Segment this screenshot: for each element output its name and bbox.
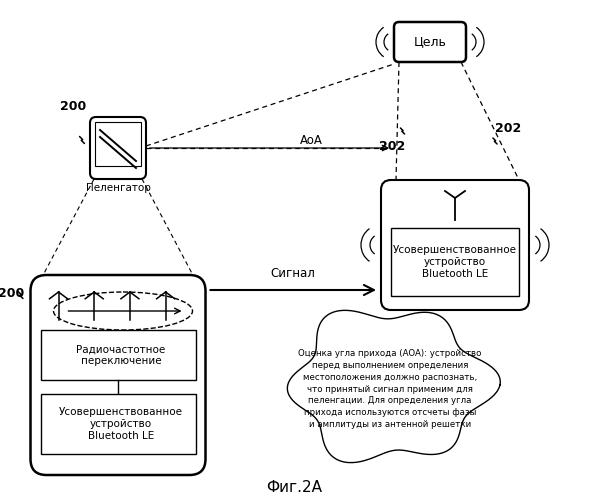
Ellipse shape — [302, 368, 344, 416]
Bar — [391, 228, 519, 296]
Text: 202: 202 — [495, 122, 521, 136]
FancyBboxPatch shape — [90, 117, 146, 179]
Text: 202: 202 — [379, 140, 406, 152]
Text: Пеленгатор: Пеленгатор — [85, 183, 150, 193]
Ellipse shape — [319, 340, 369, 385]
Bar — [41, 394, 196, 454]
Text: Фиг.2A: Фиг.2A — [266, 480, 322, 494]
Text: 200: 200 — [0, 287, 25, 300]
Ellipse shape — [358, 323, 415, 376]
FancyBboxPatch shape — [31, 275, 206, 475]
Ellipse shape — [436, 368, 478, 416]
Text: Усовершенствованное
устройство
Bluetooth LE: Усовершенствованное устройство Bluetooth… — [393, 246, 517, 278]
Text: Усовершенствованное
устройство
Bluetooth LE: Усовершенствованное устройство Bluetooth… — [59, 408, 183, 440]
Ellipse shape — [332, 402, 448, 434]
Ellipse shape — [321, 354, 459, 431]
Text: Радиочастотное
переключение: Радиочастотное переключение — [77, 344, 166, 366]
Text: Цель: Цель — [413, 36, 446, 49]
Text: 200: 200 — [59, 100, 86, 113]
Bar — [41, 330, 196, 380]
Ellipse shape — [411, 346, 461, 388]
FancyBboxPatch shape — [394, 22, 466, 62]
FancyBboxPatch shape — [381, 180, 529, 310]
Text: Оценка угла прихода (AOA): устройство
перед выполнением определения
местоположен: Оценка угла прихода (AOA): устройство пе… — [298, 349, 482, 429]
Bar — [95, 122, 141, 166]
Text: AoA: AoA — [300, 134, 323, 146]
Text: Сигнал: Сигнал — [271, 267, 316, 280]
